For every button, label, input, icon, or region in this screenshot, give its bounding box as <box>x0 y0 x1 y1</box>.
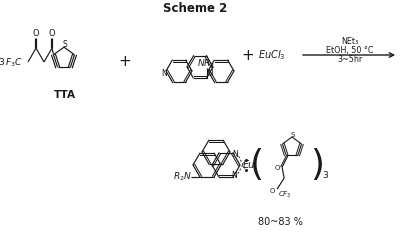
Text: 3~5hr: 3~5hr <box>337 55 363 64</box>
Text: S: S <box>63 40 67 49</box>
Text: $EuCl_3$: $EuCl_3$ <box>258 48 286 62</box>
Text: N: N <box>207 68 213 78</box>
Text: O: O <box>274 165 280 171</box>
Text: (: ( <box>250 148 264 182</box>
Text: $R_2N$: $R_2N$ <box>172 171 192 183</box>
Text: EtOH, 50 °C: EtOH, 50 °C <box>326 47 374 55</box>
Text: O: O <box>33 29 39 38</box>
Text: Eu: Eu <box>243 160 255 170</box>
Text: 80~83 %: 80~83 % <box>258 217 302 227</box>
Text: S: S <box>291 132 295 138</box>
Text: +: + <box>119 55 131 70</box>
Text: N: N <box>161 68 167 78</box>
Text: O: O <box>270 188 275 194</box>
Text: N: N <box>232 150 238 159</box>
Text: 3: 3 <box>322 171 328 180</box>
Text: N: N <box>231 171 237 180</box>
Text: NEt₃: NEt₃ <box>341 38 359 47</box>
Text: Scheme 2: Scheme 2 <box>163 1 227 15</box>
Text: $3\,F_3C$: $3\,F_3C$ <box>0 57 22 69</box>
Text: $CF_3$: $CF_3$ <box>278 190 292 200</box>
Text: TTA: TTA <box>54 90 76 100</box>
Text: ): ) <box>310 148 324 182</box>
Text: O: O <box>49 29 55 38</box>
Text: $NR_2$: $NR_2$ <box>197 57 216 70</box>
Text: +: + <box>242 47 254 63</box>
